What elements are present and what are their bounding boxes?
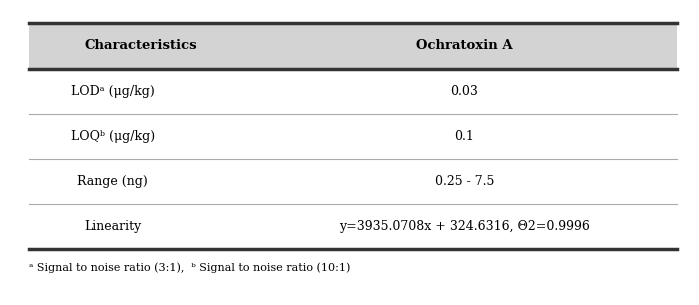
Text: Ochratoxin A: Ochratoxin A (416, 39, 512, 52)
Text: LOQᵇ (μg/kg): LOQᵇ (μg/kg) (71, 130, 155, 143)
Bar (29, 159, 677, 204)
Text: 0.25 - 7.5: 0.25 - 7.5 (435, 175, 494, 188)
Text: Linearity: Linearity (84, 220, 141, 233)
Text: LODᵃ (μg/kg): LODᵃ (μg/kg) (71, 85, 154, 99)
Text: 0.1: 0.1 (454, 130, 475, 143)
Bar (29, 70, 677, 114)
Bar (29, 204, 677, 249)
Text: 0.03: 0.03 (450, 85, 478, 99)
Text: Characteristics: Characteristics (85, 39, 197, 52)
Bar (29, 23, 677, 70)
Bar (29, 114, 677, 159)
Text: Range (ng): Range (ng) (78, 175, 148, 188)
Text: ᵃ Signal to noise ratio (3:1),  ᵇ Signal to noise ratio (10:1): ᵃ Signal to noise ratio (3:1), ᵇ Signal … (29, 263, 351, 273)
Text: y=3935.0708x + 324.6316, Θ2=0.9996: y=3935.0708x + 324.6316, Θ2=0.9996 (339, 220, 590, 233)
